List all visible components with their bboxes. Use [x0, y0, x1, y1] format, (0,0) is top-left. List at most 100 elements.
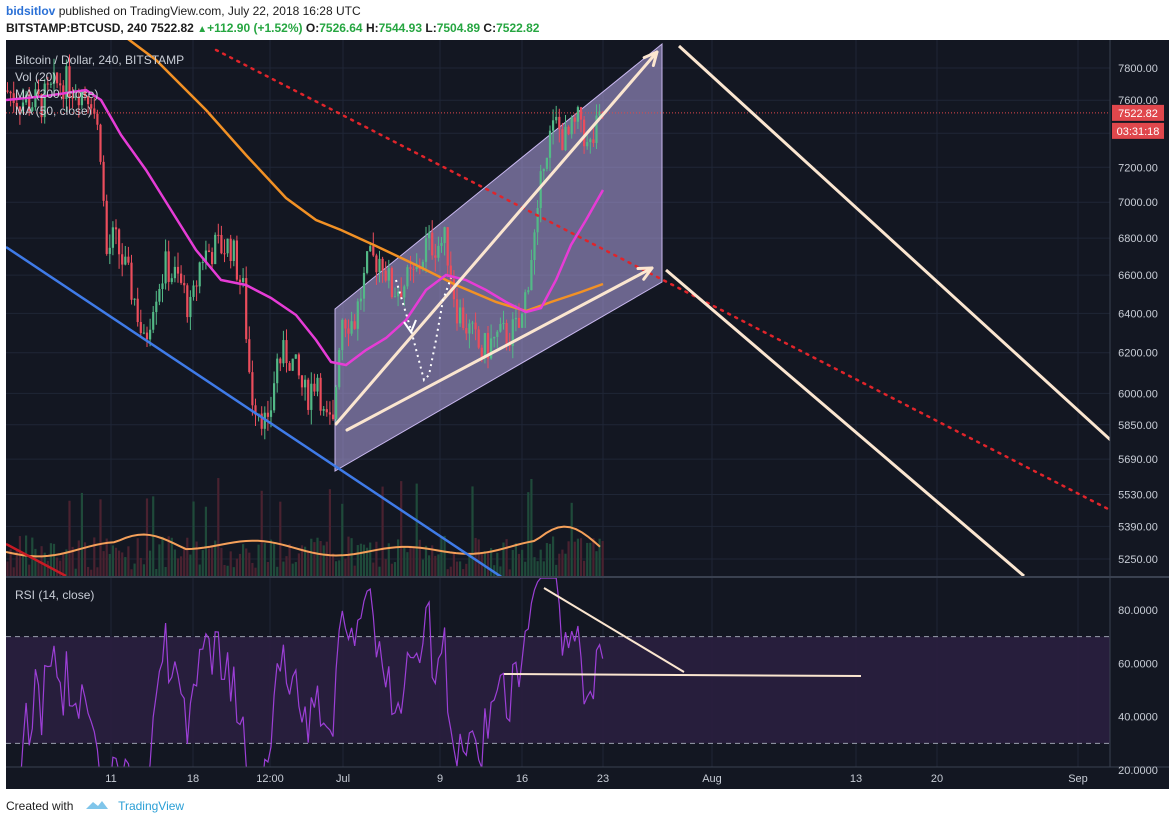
- candle-body: [595, 115, 598, 143]
- y-tick-label: 6400.00: [1118, 308, 1158, 320]
- volume-bar: [486, 551, 490, 576]
- volume-bar: [127, 546, 130, 576]
- low-value: 7504.89: [436, 21, 481, 35]
- volume-bar: [300, 545, 304, 576]
- candle-body: [465, 328, 468, 334]
- volume-bar: [155, 568, 158, 576]
- candle-body: [310, 383, 313, 410]
- red-trendline: [6, 542, 67, 576]
- projection-line-upper: [677, 44, 1110, 442]
- candle-body: [440, 243, 443, 246]
- volume-bar: [294, 562, 297, 576]
- candle-body: [428, 232, 431, 239]
- candle-body: [282, 340, 285, 364]
- volume-bar: [384, 559, 387, 576]
- candle-body: [130, 262, 133, 300]
- candle-body: [108, 247, 111, 254]
- candle-body: [555, 116, 558, 121]
- change-text: +112.90 (+1.52%): [207, 21, 303, 35]
- volume-bar: [328, 489, 331, 576]
- chart-area[interactable]: 7800.007600.007400.007200.007000.006800.…: [6, 40, 1169, 789]
- volume-bar: [595, 551, 598, 576]
- candle-body: [514, 317, 517, 320]
- volume-bar: [393, 562, 397, 576]
- candle-body: [517, 317, 521, 328]
- candle-body: [328, 412, 331, 415]
- candle-body: [214, 234, 217, 265]
- candle-body: [68, 66, 71, 98]
- volume-bar: [83, 542, 87, 576]
- volume-bar: [446, 569, 449, 576]
- candle-body: [449, 265, 452, 280]
- rsi-support-line: [503, 673, 862, 677]
- candle-body: [170, 278, 173, 282]
- volume-bar: [545, 543, 548, 576]
- volume-bar: [521, 549, 524, 576]
- axes: 7800.007600.007400.007200.007000.006800.…: [6, 40, 1169, 785]
- volume-bar: [251, 562, 254, 576]
- candle-body: [229, 238, 232, 262]
- candle-body: [266, 412, 269, 417]
- volume-bar: [114, 547, 118, 576]
- volume-bar: [71, 546, 74, 576]
- volume-bar: [449, 566, 452, 576]
- volume-bar: [238, 553, 242, 576]
- volume-bar: [517, 553, 521, 576]
- candle-body: [80, 89, 83, 106]
- volume-bar: [124, 557, 127, 576]
- candle-body: [176, 266, 180, 274]
- chart-svg[interactable]: 7800.007600.007400.007200.007000.006800.…: [6, 40, 1169, 789]
- projected-path-arrow-head: [403, 319, 417, 335]
- candle-body: [536, 208, 539, 233]
- volume-bar: [409, 545, 412, 576]
- volume-bar: [158, 544, 161, 576]
- candle-body: [542, 168, 545, 172]
- candle-body: [589, 139, 592, 143]
- rsi-tick-label: 40.0000: [1118, 712, 1158, 724]
- candle-body: [521, 313, 524, 328]
- candle-body: [455, 299, 459, 324]
- volume-bar: [570, 502, 573, 576]
- volume-bar: [499, 566, 502, 576]
- candle-body: [335, 387, 338, 420]
- volume-bar: [139, 557, 142, 576]
- legend-ma50: MA (50, close): [15, 104, 92, 118]
- volume-bar: [93, 537, 96, 576]
- candle-body: [511, 319, 514, 346]
- volume-bar: [307, 552, 310, 576]
- volume-bar: [424, 545, 428, 576]
- volume-bar: [192, 501, 195, 576]
- candle-body: [260, 413, 263, 429]
- candle-body: [579, 107, 583, 120]
- volume-ma-line: [6, 525, 601, 558]
- candle-body: [412, 268, 415, 270]
- volume-bar: [118, 550, 121, 576]
- tradingview-link[interactable]: TradingView: [118, 799, 185, 813]
- candle-body: [161, 283, 164, 290]
- y-tick-label: 5850.00: [1118, 420, 1158, 432]
- volume-bar: [524, 561, 527, 576]
- x-tick-label: 16: [516, 773, 528, 785]
- candle-body: [431, 232, 434, 256]
- candle-body: [331, 414, 335, 420]
- rsi-divergence-line: [543, 587, 685, 673]
- y-tick-label: 6000.00: [1118, 388, 1158, 400]
- candle-body: [316, 377, 319, 392]
- volume-bar: [533, 557, 536, 576]
- candle-body: [186, 285, 189, 318]
- candle-body: [248, 339, 251, 373]
- volume-bar: [325, 541, 328, 576]
- volume-bar: [245, 548, 248, 576]
- candle-body: [434, 255, 437, 258]
- candle-body: [139, 322, 142, 333]
- volume-bar: [511, 549, 514, 576]
- created-with-text: Created with: [6, 799, 74, 813]
- candle-body: [486, 333, 490, 359]
- candle-body: [384, 270, 387, 281]
- volume-bar: [18, 536, 21, 576]
- volume-bar: [347, 536, 350, 576]
- candle-body: [291, 358, 294, 371]
- candle-body: [499, 323, 502, 332]
- volume-bar: [514, 543, 517, 576]
- author-name[interactable]: bidsitlov: [6, 4, 56, 18]
